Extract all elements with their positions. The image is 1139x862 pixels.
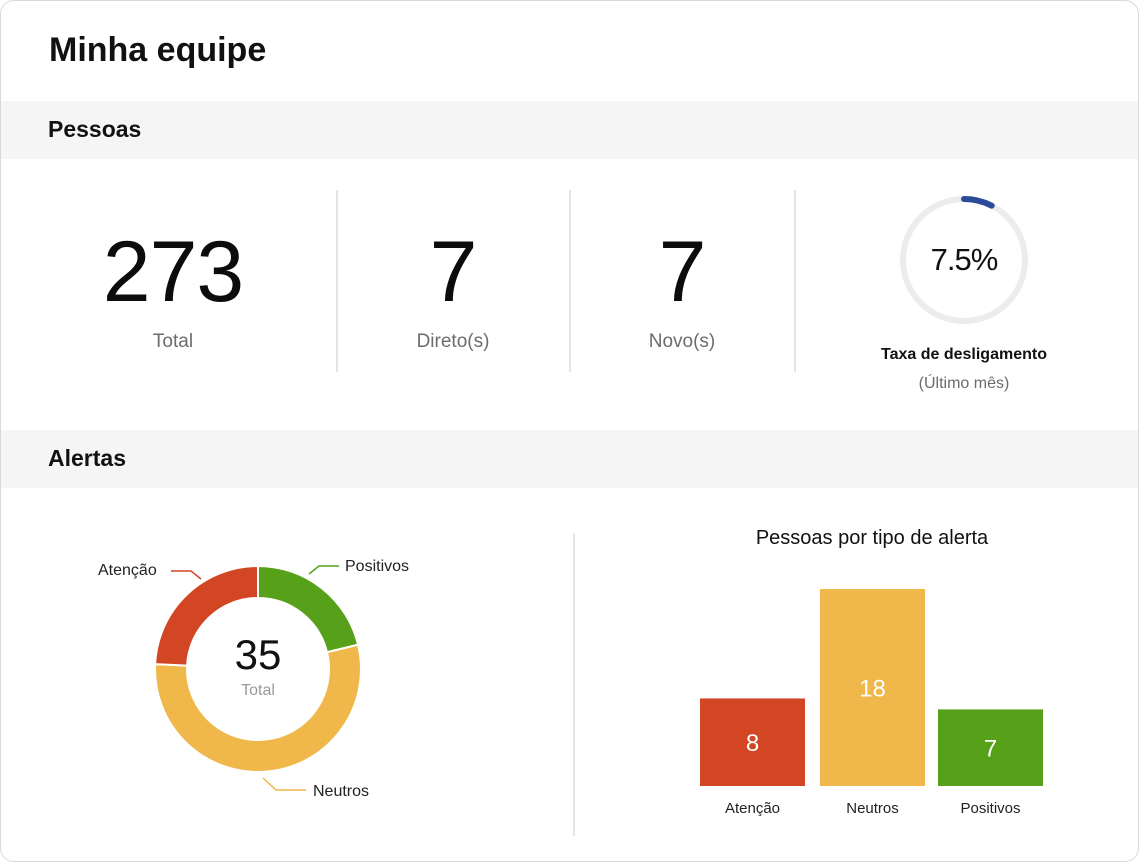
divider [336,190,338,372]
stat-total: 273 Total [73,229,273,353]
donut-label-atencao: Atenção [98,562,157,579]
alert-donut-chart: Atenção Positivos Neutros [98,558,409,800]
bar-value-label: 18 [859,676,886,703]
donut-total-caption: Total [241,682,275,699]
donut-label-positivos: Positivos [345,558,409,575]
bar-chart-title: Pessoas por tipo de alerta [755,527,989,549]
stat-diretos: 7 Direto(s) [353,229,553,353]
section-title-alertas: Alertas [48,445,126,471]
section-header-alertas: Alertas [1,430,1138,488]
bar-category-label: Neutros [846,800,899,817]
leader-line-positivos [308,565,339,575]
bar-category-label: Positivos [960,800,1020,817]
divider [794,190,796,372]
termination-rate-title: Taxa de desligamento [881,346,1047,363]
donut-total-value: 35 [234,631,282,678]
stat-total-value: 273 [102,224,245,320]
stat-total-caption: Total [152,331,194,352]
leader-line-atencao [171,570,202,580]
donut-slice-neutros[interactable] [154,643,362,773]
ring-progress [900,196,1028,324]
stat-diretos-value: 7 [429,224,478,320]
page-title: Minha equipe [49,31,267,69]
section-title-pessoas: Pessoas [48,116,142,142]
donut-slice-atencao[interactable] [154,564,259,667]
stat-novos-value: 7 [658,224,707,320]
donut-label-neutros: Neutros [313,783,369,800]
bar-neutros[interactable] [820,589,925,786]
leader-line-neutros [262,777,306,791]
divider [569,190,571,372]
bar-atencao[interactable] [700,698,805,786]
donut-center: 35 Total [188,634,328,700]
termination-rate-gauge: 7.5% [898,194,1030,326]
divider [573,533,575,836]
section-header-pessoas: Pessoas [1,101,1138,159]
stat-diretos-caption: Direto(s) [416,331,490,352]
termination-rate-ring [900,196,1028,324]
termination-rate-value: 7.5% [930,242,999,277]
termination-rate-subtitle: (Último mês) [918,375,1010,392]
bar-value-label: 7 [984,736,997,763]
bar-positivos[interactable] [938,709,1043,786]
stat-novos-caption: Novo(s) [648,331,716,352]
bar-category-label: Atenção [725,800,780,817]
alert-bar-chart: 8 Atenção 18 Neutros 7 Positivos [700,589,1043,817]
stat-novos: 7 Novo(s) [582,229,782,353]
bar-value-label: 8 [746,730,759,757]
